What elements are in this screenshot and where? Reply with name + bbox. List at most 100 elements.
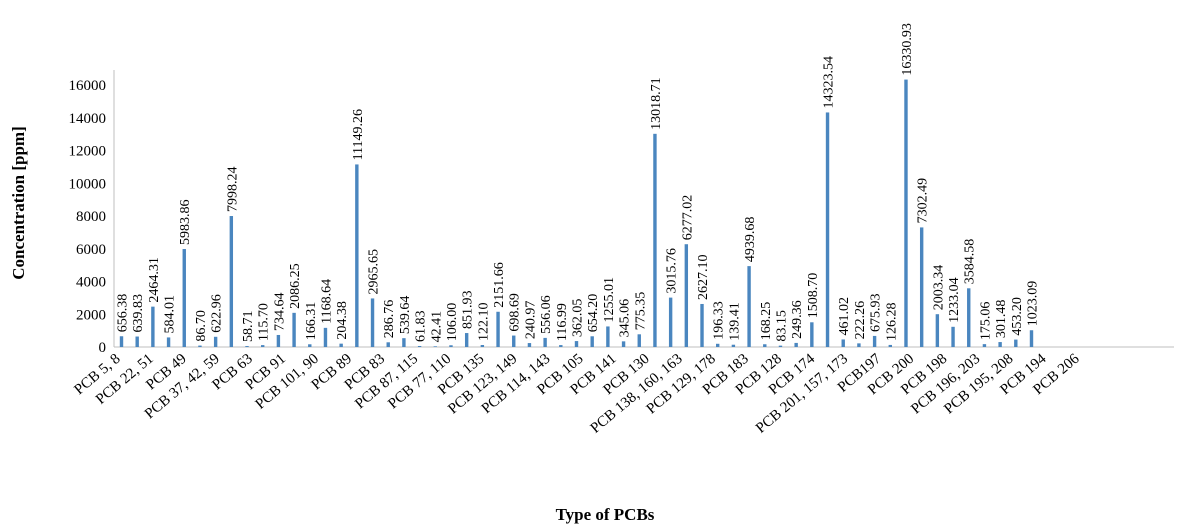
bar <box>621 341 626 347</box>
bar <box>919 227 924 347</box>
bar <box>810 322 814 347</box>
bar-value-label: 1168.64 <box>319 279 334 324</box>
bar <box>339 343 343 347</box>
bar-value-label: 1233.04 <box>947 277 962 323</box>
bar-value-label: 584.01 <box>163 295 178 334</box>
bar <box>778 345 783 347</box>
bar-value-label: 175.06 <box>978 302 993 341</box>
bar <box>119 336 124 347</box>
bar <box>166 337 171 347</box>
bar-value-label: 11149.26 <box>351 109 366 160</box>
bar <box>213 336 218 347</box>
bar <box>449 345 453 347</box>
bar-value-label: 734.64 <box>272 292 287 331</box>
bar <box>543 337 547 347</box>
y-tick-label: 12000 <box>69 144 107 160</box>
bar-value-label: 86.70 <box>194 310 209 342</box>
bar-value-label: 7998.24 <box>225 167 240 212</box>
bar <box>1029 330 1034 347</box>
bar-value-label: 61.83 <box>414 310 429 342</box>
bar <box>857 343 861 347</box>
bar-value-label: 639.83 <box>131 294 146 333</box>
bar-value-label: 7302.49 <box>916 178 931 224</box>
bar-value-label: 2627.10 <box>696 254 711 300</box>
y-tick-label: 10000 <box>69 176 107 192</box>
bar <box>606 326 610 347</box>
bar-value-label: 656.38 <box>116 294 131 333</box>
bar-value-label: 42.41 <box>429 311 444 343</box>
bar <box>323 327 328 347</box>
bar-value-label: 301.48 <box>994 300 1009 338</box>
bar <box>151 306 155 347</box>
bar <box>292 312 296 347</box>
bar-value-label: 249.36 <box>790 300 805 339</box>
y-axis-ticks: 0 2000 4000 6000 8000 10000 12000 14000 16000 <box>69 78 107 356</box>
bar <box>700 303 704 347</box>
bar-value-label: 222.26 <box>853 301 868 340</box>
bar <box>967 288 971 347</box>
bar <box>480 345 485 347</box>
y-tick-label: 4000 <box>76 275 106 291</box>
y-tick-label: 6000 <box>76 242 106 258</box>
y-tick-label: 14000 <box>69 111 107 127</box>
bar <box>355 164 359 347</box>
bar-value-label: 345.06 <box>618 299 633 338</box>
bar-value-label: 204.38 <box>335 301 350 340</box>
bar-value-label: 1508.70 <box>806 273 821 319</box>
bar <box>951 326 955 347</box>
bar-value-label: 83.15 <box>774 310 789 342</box>
bar <box>653 133 657 347</box>
bar-value-label: 16330.93 <box>900 23 915 76</box>
bar <box>574 341 579 347</box>
bar-value-label: 362.05 <box>571 299 586 338</box>
bar <box>637 334 641 347</box>
bar <box>527 343 532 347</box>
bar <box>370 298 375 347</box>
bar <box>998 342 1002 347</box>
bar <box>512 335 516 347</box>
bar <box>198 345 202 347</box>
bar-value-label: 851.93 <box>461 291 476 330</box>
bar-value-label: 13018.71 <box>649 77 664 130</box>
bar-value-label: 166.31 <box>304 302 319 341</box>
bar <box>261 345 265 347</box>
bar-value-label: 106.00 <box>445 303 460 342</box>
bar <box>684 244 689 347</box>
bar <box>182 249 186 347</box>
bar <box>245 346 249 347</box>
bar <box>668 297 673 347</box>
bar-value-label: 122.10 <box>476 303 491 342</box>
bar-value-label: 775.35 <box>633 292 648 331</box>
bar <box>276 334 281 347</box>
bar-value-label: 453.20 <box>1010 297 1025 335</box>
y-tick-label: 0 <box>99 340 107 356</box>
bar <box>417 345 422 347</box>
bar <box>935 314 940 347</box>
bar-value-label: 698.69 <box>508 293 523 332</box>
bar-value-label: 2464.31 <box>147 257 162 303</box>
bar <box>982 344 987 347</box>
bar-value-label: 461.02 <box>837 297 852 336</box>
bar <box>841 339 845 347</box>
bar-value-label: 2965.65 <box>367 249 382 295</box>
bar-value-label: 126.28 <box>884 302 899 341</box>
bar <box>229 216 234 347</box>
bar <box>872 335 877 347</box>
bar-value-label: 139.41 <box>727 302 742 341</box>
bar <box>402 338 406 347</box>
bar-value-label: 4939.68 <box>743 217 758 263</box>
bar <box>308 344 312 347</box>
y-tick-label: 16000 <box>69 78 107 94</box>
y-tick-label: 8000 <box>76 209 106 225</box>
bar-value-label: 196.33 <box>712 301 727 340</box>
bar <box>135 336 139 347</box>
bar-value-label: 286.76 <box>382 300 397 339</box>
bar-value-label: 654.20 <box>586 294 601 333</box>
bar-value-label: 6277.02 <box>680 195 695 241</box>
bar-value-label: 168.25 <box>759 302 774 341</box>
y-tick-label: 2000 <box>76 307 106 323</box>
bar <box>763 344 767 347</box>
